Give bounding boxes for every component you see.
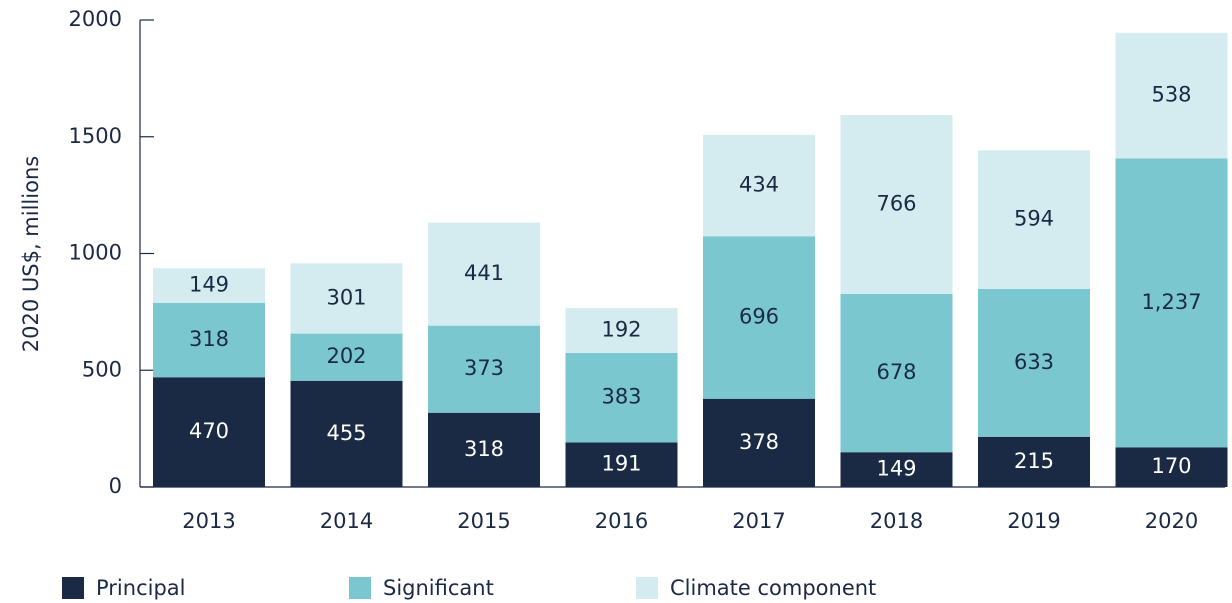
data-label: 192	[601, 318, 641, 342]
bar-segment	[153, 303, 265, 378]
data-label: 149	[876, 457, 916, 481]
data-label: 318	[464, 437, 504, 461]
y-tick-label: 0	[109, 474, 122, 498]
data-label: 170	[1151, 454, 1191, 478]
x-tick-label: 2016	[595, 509, 648, 533]
data-label: 470	[189, 419, 229, 443]
bar-segment	[840, 293, 953, 453]
legend-label: Climate component	[670, 576, 876, 600]
bar-segment	[1115, 32, 1228, 159]
bar-segment	[978, 288, 1090, 437]
bar-segment	[840, 452, 953, 487]
data-label: 215	[1014, 449, 1054, 473]
data-label: 191	[601, 452, 641, 476]
bar-segment	[703, 398, 815, 487]
x-tick-label: 2013	[182, 509, 235, 533]
y-tick-label: 1500	[69, 124, 122, 148]
data-label: 149	[189, 273, 229, 297]
legend-swatch	[636, 577, 658, 599]
data-label: 373	[464, 356, 504, 380]
x-tick-label: 2014	[320, 509, 373, 533]
bar-segment	[565, 308, 678, 353]
bar-segment	[703, 134, 815, 237]
data-label: 538	[1151, 83, 1191, 107]
data-label: 633	[1014, 350, 1054, 374]
data-label: 301	[326, 285, 366, 309]
y-tick-label: 500	[82, 357, 122, 381]
data-label: 766	[876, 191, 916, 215]
x-tick-label: 2015	[457, 509, 510, 533]
bar-segment	[565, 352, 678, 443]
legend-label: Principal	[96, 576, 186, 600]
bar-segment	[153, 268, 265, 304]
bar-segment	[428, 412, 540, 487]
data-label: 318	[189, 327, 229, 351]
bar-segment	[978, 436, 1090, 487]
x-tick-label: 2020	[1145, 509, 1198, 533]
data-label: 202	[326, 344, 366, 368]
y-tick-label: 1000	[69, 241, 122, 265]
bar-segment	[428, 222, 540, 326]
data-label: 696	[739, 304, 779, 328]
bar-segment	[428, 325, 540, 413]
bar-segment	[1115, 447, 1228, 487]
data-label: 594	[1014, 207, 1054, 231]
data-label: 455	[326, 421, 366, 445]
bar-segment	[978, 150, 1090, 289]
x-tick-label: 2017	[732, 509, 785, 533]
bar-segment	[840, 115, 953, 294]
data-label: 678	[876, 360, 916, 384]
bar-segment	[565, 442, 678, 487]
legend-swatch	[62, 577, 84, 599]
bar-segment	[290, 333, 403, 381]
data-label: 378	[739, 430, 779, 454]
data-label: 441	[464, 261, 504, 285]
y-axis-label: 2020 US$, millions	[19, 156, 43, 352]
bar-segment	[290, 263, 403, 334]
y-tick-label: 2000	[69, 7, 122, 31]
bar-segment	[1115, 158, 1228, 448]
x-tick-label: 2019	[1007, 509, 1060, 533]
data-label: 434	[739, 173, 779, 197]
data-label: 1,237	[1141, 290, 1201, 314]
x-tick-label: 2018	[870, 509, 923, 533]
bar-segment	[153, 377, 265, 487]
bar-segment	[703, 236, 815, 399]
bar-segment	[290, 380, 403, 487]
legend-swatch	[349, 577, 371, 599]
data-label: 383	[601, 385, 641, 409]
legend-label: Significant	[383, 576, 494, 600]
